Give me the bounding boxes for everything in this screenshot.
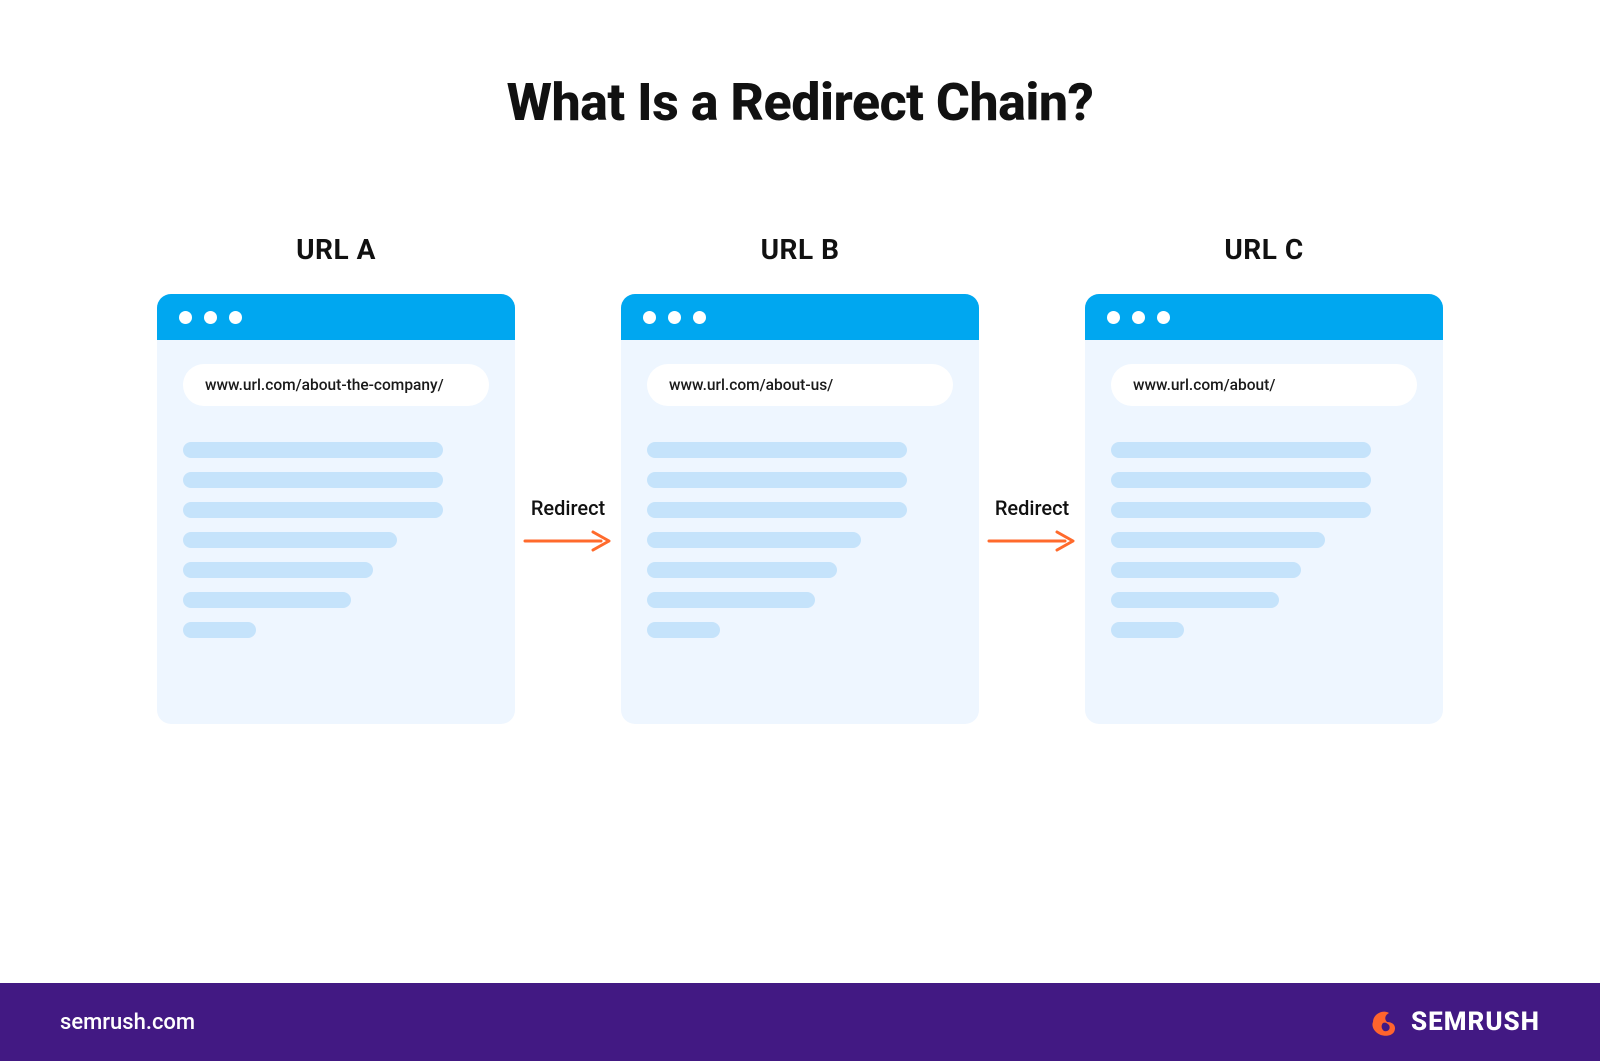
content-lines <box>647 442 953 638</box>
arrow-label: Redirect <box>995 496 1069 520</box>
footer-bar: semrush.com SEMRUSH <box>0 983 1600 1061</box>
window-dot-icon <box>204 311 217 324</box>
browser-header <box>157 294 515 340</box>
content-line <box>647 532 861 548</box>
browser-body: www.url.com/about/ <box>1085 340 1443 672</box>
content-line <box>1111 622 1184 638</box>
arrow-right-icon <box>523 530 613 552</box>
content-line <box>183 562 373 578</box>
arrow-label: Redirect <box>531 496 605 520</box>
content-lines <box>183 442 489 638</box>
content-line <box>183 622 256 638</box>
content-lines <box>1111 442 1417 638</box>
window-dot-icon <box>1132 311 1145 324</box>
window-dot-icon <box>643 311 656 324</box>
content-line <box>1111 442 1371 458</box>
browser-card-a: www.url.com/about-the-company/ <box>157 294 515 724</box>
window-dot-icon <box>693 311 706 324</box>
browser-body: www.url.com/about-us/ <box>621 340 979 672</box>
card-label-c: URL C <box>1224 233 1303 266</box>
card-label-a: URL A <box>296 233 376 266</box>
browser-header <box>1085 294 1443 340</box>
logo-text: SEMRUSH <box>1411 1007 1540 1037</box>
content-line <box>1111 562 1301 578</box>
semrush-logo: SEMRUSH <box>1367 1005 1540 1039</box>
content-line <box>647 472 907 488</box>
card-col-c: URL C www.url.com/about/ <box>1085 233 1443 724</box>
window-dot-icon <box>179 311 192 324</box>
content-line <box>183 502 443 518</box>
browser-body: www.url.com/about-the-company/ <box>157 340 515 672</box>
browser-card-c: www.url.com/about/ <box>1085 294 1443 724</box>
window-dot-icon <box>668 311 681 324</box>
content-line <box>1111 502 1371 518</box>
diagram-row: URL A www.url.com/about-the-company/ <box>0 233 1600 724</box>
footer-domain: semrush.com <box>60 1010 195 1035</box>
content-line <box>647 442 907 458</box>
page-title: What Is a Redirect Chain? <box>0 72 1600 133</box>
card-label-b: URL B <box>761 233 840 266</box>
url-bar-b: www.url.com/about-us/ <box>647 364 953 406</box>
card-col-b: URL B www.url.com/about-us/ <box>621 233 979 724</box>
window-dot-icon <box>1157 311 1170 324</box>
url-bar-c: www.url.com/about/ <box>1111 364 1417 406</box>
window-dot-icon <box>1107 311 1120 324</box>
semrush-flame-icon <box>1367 1005 1401 1039</box>
content-line <box>647 562 837 578</box>
redirect-arrow-2: Redirect <box>987 406 1077 552</box>
card-col-a: URL A www.url.com/about-the-company/ <box>157 233 515 724</box>
content-line <box>647 592 815 608</box>
url-bar-a: www.url.com/about-the-company/ <box>183 364 489 406</box>
content-line <box>647 622 720 638</box>
content-line <box>183 592 351 608</box>
redirect-arrow-1: Redirect <box>523 406 613 552</box>
arrow-right-icon <box>987 530 1077 552</box>
browser-card-b: www.url.com/about-us/ <box>621 294 979 724</box>
content-line <box>1111 472 1371 488</box>
content-line <box>647 502 907 518</box>
content-line <box>1111 532 1325 548</box>
content-line <box>183 442 443 458</box>
content-line <box>1111 592 1279 608</box>
window-dot-icon <box>229 311 242 324</box>
content-line <box>183 532 397 548</box>
content-line <box>183 472 443 488</box>
browser-header <box>621 294 979 340</box>
